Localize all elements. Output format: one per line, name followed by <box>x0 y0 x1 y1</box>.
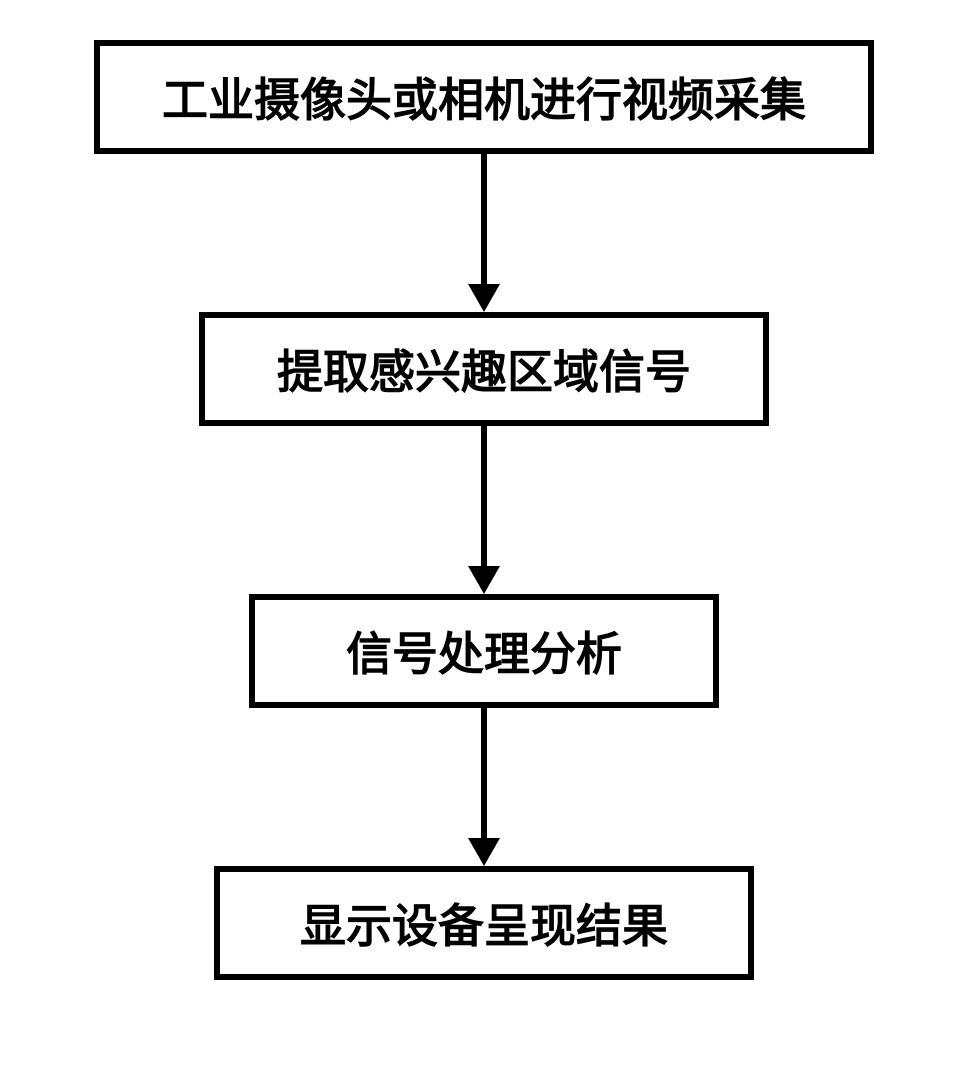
flowchart-arrow-1 <box>468 154 500 312</box>
flowchart-arrow-2 <box>468 426 500 594</box>
arrow-head-icon <box>468 284 500 312</box>
flowchart-node-2: 提取感兴趣区域信号 <box>199 312 769 426</box>
flowchart-arrow-3 <box>468 708 500 866</box>
arrow-head-icon <box>468 566 500 594</box>
flowchart-container: 工业摄像头或相机进行视频采集 提取感兴趣区域信号 信号处理分析 显示设备呈现结果 <box>94 40 874 980</box>
flowchart-node-1-label: 工业摄像头或相机进行视频采集 <box>162 64 806 130</box>
flowchart-node-4-label: 显示设备呈现结果 <box>300 890 668 956</box>
arrow-line <box>481 154 487 284</box>
arrow-head-icon <box>468 838 500 866</box>
flowchart-node-4: 显示设备呈现结果 <box>214 866 754 980</box>
arrow-line <box>481 426 487 566</box>
flowchart-node-3: 信号处理分析 <box>249 594 719 708</box>
flowchart-node-2-label: 提取感兴趣区域信号 <box>277 336 691 402</box>
arrow-line <box>481 708 487 838</box>
flowchart-node-3-label: 信号处理分析 <box>346 618 622 684</box>
flowchart-node-1: 工业摄像头或相机进行视频采集 <box>94 40 874 154</box>
